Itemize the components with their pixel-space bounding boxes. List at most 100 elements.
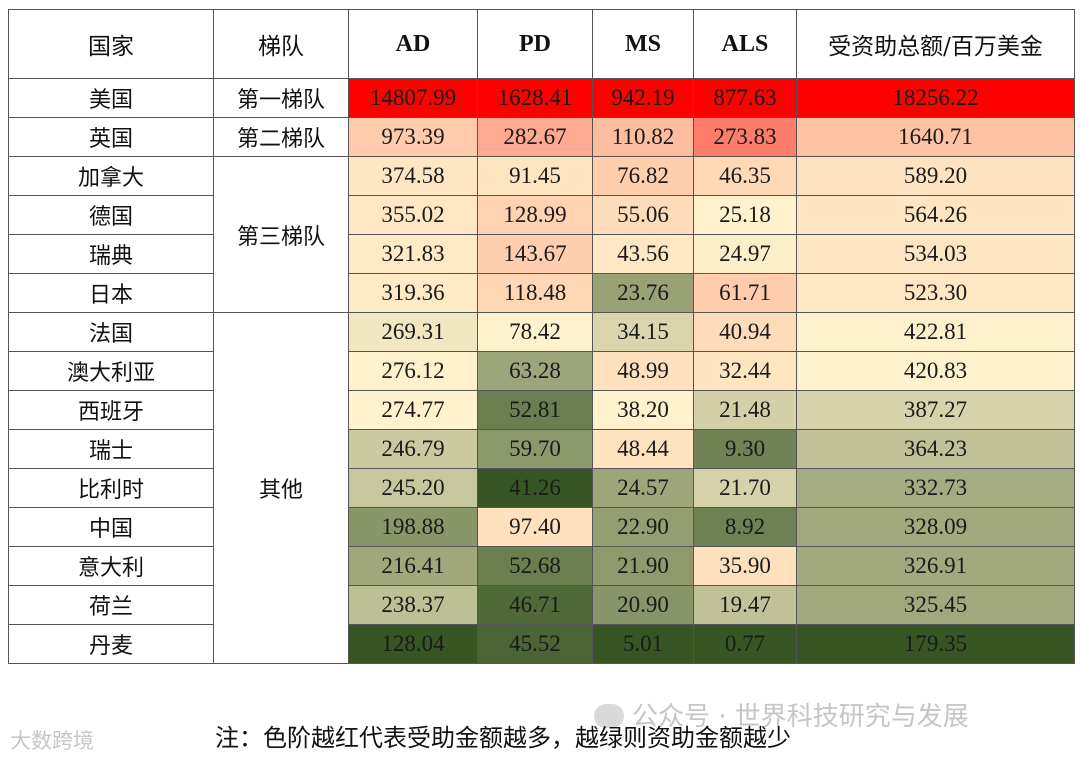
color-scale-note: 注：色阶越红代表受助金额越多，越绿则资助金额越少 <box>215 724 791 752</box>
als-value-cell: 25.18 <box>693 195 797 235</box>
pd-value-cell: 91.45 <box>477 156 593 196</box>
watermark-left-text: 大数跨境 <box>10 729 94 753</box>
als-value-cell: 40.94 <box>693 312 797 352</box>
ad-value-cell: 246.79 <box>348 429 478 469</box>
als-value-cell: 35.90 <box>693 546 797 586</box>
total-value-cell: 1640.71 <box>796 117 1075 157</box>
table-row: 比利时 245.20 41.26 24.57 21.70 332.73 <box>8 468 1075 508</box>
als-value-cell: 19.47 <box>693 585 797 625</box>
pd-value-cell: 1628.41 <box>477 78 593 118</box>
pd-value-cell: 128.99 <box>477 195 593 235</box>
ad-value-cell: 319.36 <box>348 273 478 313</box>
pd-value-cell: 46.71 <box>477 585 593 625</box>
table-body: 美国 第一梯队 14807.99 1628.41 942.19 877.63 18256.2… <box>8 78 1075 664</box>
watermark-left: 大数跨境 <box>10 725 94 755</box>
pd-value-cell: 41.26 <box>477 468 593 508</box>
als-value-cell: 9.30 <box>693 429 797 469</box>
table-row: 法国 其他 269.31 78.42 34.15 40.94 422.81 <box>8 312 1075 664</box>
table-row: 中国 198.88 97.40 22.90 8.92 328.09 <box>8 507 1075 547</box>
ms-value-cell: 942.19 <box>592 78 694 118</box>
ad-value-cell: 274.77 <box>348 390 478 430</box>
total-value-cell: 534.03 <box>796 234 1075 274</box>
total-value-cell: 564.26 <box>796 195 1075 235</box>
als-value-cell: 61.71 <box>693 273 797 313</box>
ms-value-cell: 23.76 <box>592 273 694 313</box>
header-pd: PD <box>477 9 593 79</box>
funding-table: 国家 梯队 AD PD MS ALS 受资助总额/百万美金 美国 第一梯队 1480… <box>8 9 1075 664</box>
ms-value-cell: 48.44 <box>592 429 694 469</box>
country-cell: 荷兰 <box>8 585 214 625</box>
pd-value-cell: 45.52 <box>477 624 593 664</box>
country-cell: 瑞典 <box>8 234 214 274</box>
ad-value-cell: 128.04 <box>348 624 478 664</box>
ms-value-cell: 34.15 <box>592 312 694 352</box>
header-country: 国家 <box>8 9 214 79</box>
ad-value-cell: 276.12 <box>348 351 478 391</box>
country-cell: 比利时 <box>8 468 214 508</box>
total-value-cell: 523.30 <box>796 273 1075 313</box>
tier-cell: 其他 <box>213 312 349 664</box>
country-cell: 澳大利亚 <box>8 351 214 391</box>
country-cell: 丹麦 <box>8 624 214 664</box>
country-cell: 美国 <box>8 78 214 118</box>
als-value-cell: 24.97 <box>693 234 797 274</box>
total-value-cell: 325.45 <box>796 585 1075 625</box>
als-value-cell: 32.44 <box>693 351 797 391</box>
pd-value-cell: 52.68 <box>477 546 593 586</box>
total-value-cell: 364.23 <box>796 429 1075 469</box>
als-value-cell: 0.77 <box>693 624 797 664</box>
ad-value-cell: 238.37 <box>348 585 478 625</box>
pd-value-cell: 78.42 <box>477 312 593 352</box>
ad-value-cell: 973.39 <box>348 117 478 157</box>
ms-value-cell: 22.90 <box>592 507 694 547</box>
ms-value-cell: 43.56 <box>592 234 694 274</box>
ms-value-cell: 5.01 <box>592 624 694 664</box>
ad-value-cell: 14807.99 <box>348 78 478 118</box>
tier-cell: 第一梯队 <box>213 78 349 118</box>
header-row: 国家 梯队 AD PD MS ALS 受资助总额/百万美金 <box>8 9 1075 79</box>
ad-value-cell: 198.88 <box>348 507 478 547</box>
header-ms: MS <box>592 9 694 79</box>
pd-value-cell: 97.40 <box>477 507 593 547</box>
header-total: 受资助总额/百万美金 <box>796 9 1075 79</box>
total-value-cell: 328.09 <box>796 507 1075 547</box>
ad-value-cell: 355.02 <box>348 195 478 235</box>
ms-value-cell: 110.82 <box>592 117 694 157</box>
total-value-cell: 179.35 <box>796 624 1075 664</box>
total-value-cell: 422.81 <box>796 312 1075 352</box>
pd-value-cell: 143.67 <box>477 234 593 274</box>
ad-value-cell: 245.20 <box>348 468 478 508</box>
total-value-cell: 18256.22 <box>796 78 1075 118</box>
tier-cell: 第三梯队 <box>213 156 349 313</box>
tier-cell: 第二梯队 <box>213 117 349 157</box>
ms-value-cell: 55.06 <box>592 195 694 235</box>
als-value-cell: 877.63 <box>693 78 797 118</box>
wechat-icon <box>594 704 624 728</box>
table-row: 英国 第二梯队 973.39 282.67 110.82 273.83 1640.71 <box>8 117 1075 157</box>
ad-value-cell: 321.83 <box>348 234 478 274</box>
ms-value-cell: 24.57 <box>592 468 694 508</box>
als-value-cell: 46.35 <box>693 156 797 196</box>
table-row: 瑞典 321.83 143.67 43.56 24.97 534.03 <box>8 234 1075 274</box>
total-value-cell: 589.20 <box>796 156 1075 196</box>
country-cell: 德国 <box>8 195 214 235</box>
country-cell: 西班牙 <box>8 390 214 430</box>
table-row: 日本 319.36 118.48 23.76 61.71 523.30 <box>8 273 1075 313</box>
total-value-cell: 332.73 <box>796 468 1075 508</box>
pd-value-cell: 52.81 <box>477 390 593 430</box>
watermark-wechat-text: 公众号 · 世界科技研究与发展 <box>632 702 969 732</box>
ad-value-cell: 216.41 <box>348 546 478 586</box>
ad-value-cell: 374.58 <box>348 156 478 196</box>
country-cell: 法国 <box>8 312 214 352</box>
country-cell: 意大利 <box>8 546 214 586</box>
pd-value-cell: 282.67 <box>477 117 593 157</box>
table-row: 瑞士 246.79 59.70 48.44 9.30 364.23 <box>8 429 1075 469</box>
table-row: 西班牙 274.77 52.81 38.20 21.48 387.27 <box>8 390 1075 430</box>
ms-value-cell: 48.99 <box>592 351 694 391</box>
ms-value-cell: 21.90 <box>592 546 694 586</box>
total-value-cell: 326.91 <box>796 546 1075 586</box>
table-row: 美国 第一梯队 14807.99 1628.41 942.19 877.63 18256.2… <box>8 78 1075 118</box>
watermark-wechat: 公众号 · 世界科技研究与发展 <box>594 696 969 733</box>
ms-value-cell: 20.90 <box>592 585 694 625</box>
header-tier: 梯队 <box>213 9 349 79</box>
